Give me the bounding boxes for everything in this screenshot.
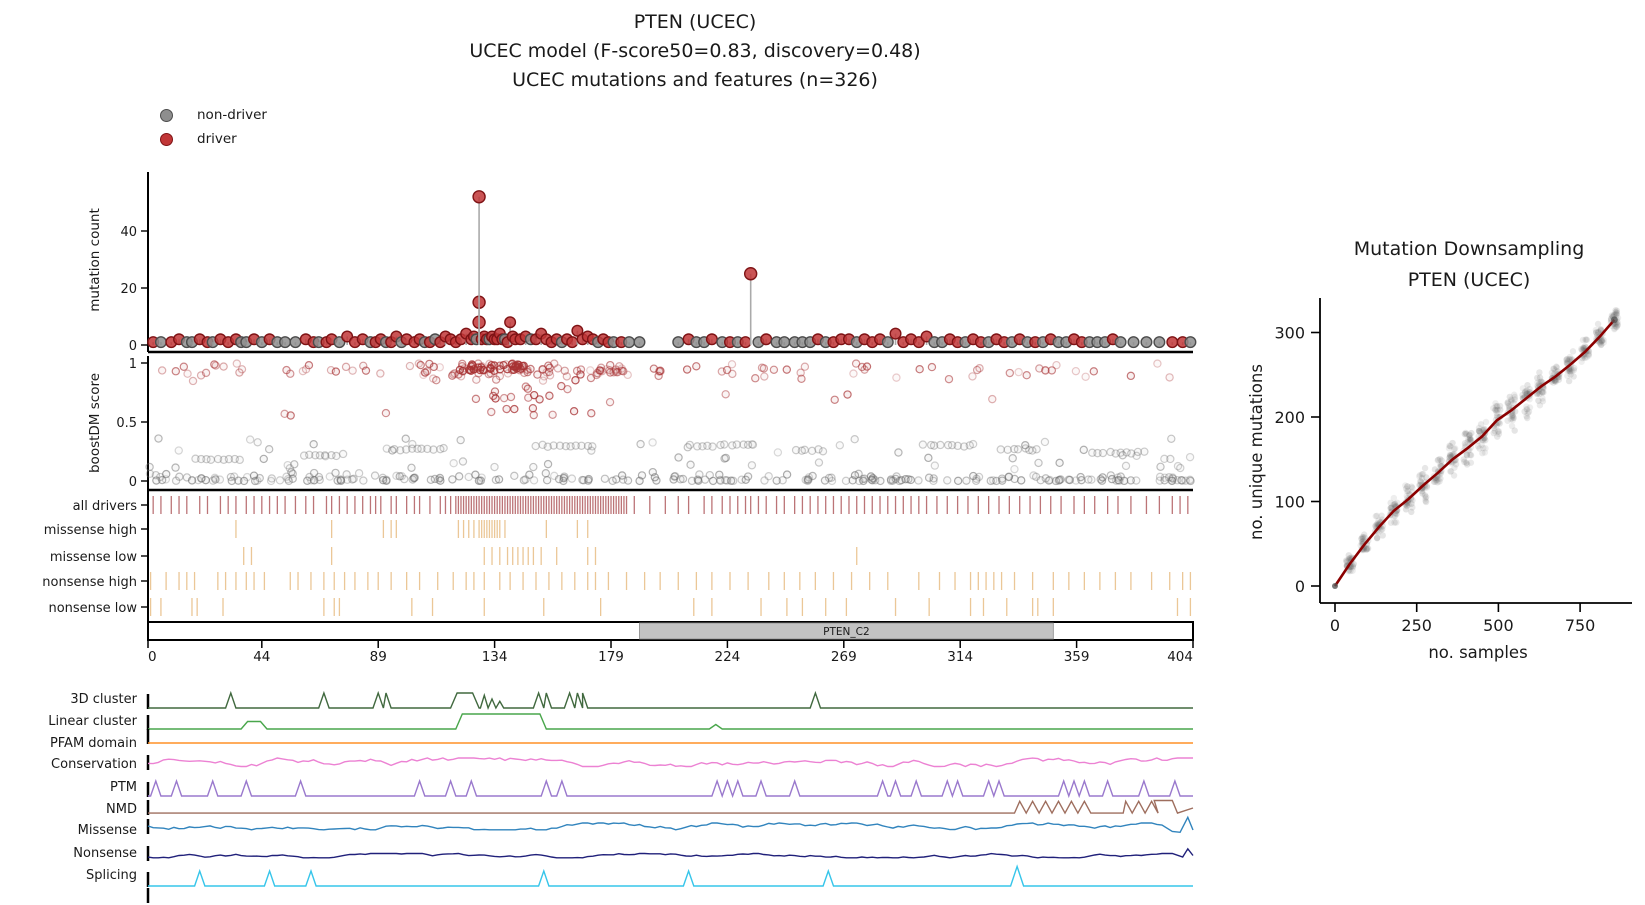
svg-text:1: 1 [129, 357, 137, 372]
downsampling-plot: 0 100 200 300 0 250 500 750 no. unique mutations… [1247, 298, 1632, 662]
svg-text:nonsense high: nonsense high [42, 575, 137, 590]
svg-text:0: 0 [148, 649, 157, 665]
svg-text:no. unique mutations: no. unique mutations [1247, 364, 1266, 540]
legend-label: non-driver [197, 107, 267, 123]
driver-legend: non-driver driver [152, 103, 267, 151]
svg-text:20: 20 [120, 282, 137, 297]
svg-text:NMD: NMD [106, 802, 137, 817]
downsampling-title-line2: PTEN (UCEC) [1407, 269, 1531, 291]
svg-text:PFAM domain: PFAM domain [50, 736, 137, 751]
legend-item-non-driver: non-driver [152, 103, 267, 127]
svg-text:300: 300 [1274, 324, 1305, 343]
svg-text:missense high: missense high [44, 523, 137, 538]
svg-text:100: 100 [1274, 493, 1305, 512]
svg-text:boostDM score: boostDM score [87, 373, 103, 473]
svg-text:134: 134 [482, 649, 508, 665]
svg-text:750: 750 [1565, 616, 1596, 635]
svg-text:224: 224 [715, 649, 741, 665]
svg-text:0: 0 [1330, 616, 1340, 635]
svg-text:Splicing: Splicing [86, 868, 137, 883]
boostdm-plot: 0 0.5 1 boostDM score [87, 356, 1195, 492]
svg-text:314: 314 [947, 649, 973, 665]
title-model-stats: UCEC model (F-score50=0.83, discovery=0.… [469, 40, 921, 62]
driver-dot-icon [160, 132, 173, 146]
title-mutations-count: UCEC mutations and features (n=326) [512, 69, 878, 91]
svg-text:all drivers: all drivers [73, 499, 138, 514]
svg-text:missense low: missense low [50, 550, 138, 565]
main-title: PTEN (UCEC) UCEC model (F-score50=0.83, … [195, 8, 1195, 95]
svg-text:no. samples: no. samples [1428, 643, 1527, 662]
svg-text:Nonsense: Nonsense [73, 846, 137, 861]
svg-text:44: 44 [253, 649, 270, 665]
feature-tracks: 3D cluster Linear cluster PFAM domain Conse… [48, 690, 1194, 903]
svg-text:0: 0 [129, 475, 137, 490]
svg-text:404: 404 [1167, 649, 1193, 665]
domain-bar: PTEN_C2 0 44 89 134 179 224 269 314 359 404 [147, 621, 1194, 665]
non-driver-dot-icon [160, 108, 173, 122]
svg-text:0: 0 [129, 339, 137, 354]
legend-label: driver [197, 131, 237, 147]
needle-plot: 0 20 40 mutation count [87, 172, 1197, 354]
legend-item-driver: driver [152, 127, 267, 151]
svg-text:mutation count: mutation count [87, 208, 103, 312]
svg-text:500: 500 [1483, 616, 1514, 635]
svg-text:250: 250 [1401, 616, 1432, 635]
svg-text:0: 0 [1295, 577, 1305, 596]
svg-text:Missense: Missense [78, 823, 137, 838]
svg-text:40: 40 [120, 225, 137, 240]
svg-text:179: 179 [598, 649, 624, 665]
svg-text:nonsense low: nonsense low [48, 601, 137, 616]
driver-rug: all drivers missense high missense low nons… [42, 490, 1192, 622]
title-gene-cohort: PTEN (UCEC) [633, 11, 757, 33]
svg-text:3D cluster: 3D cluster [70, 692, 137, 707]
svg-text:269: 269 [831, 649, 857, 665]
svg-text:89: 89 [370, 649, 387, 665]
svg-text:Conservation: Conservation [51, 757, 137, 772]
downsampling-title-line1: Mutation Downsampling [1353, 238, 1585, 260]
svg-text:359: 359 [1064, 649, 1090, 665]
svg-text:PTM: PTM [110, 780, 137, 795]
downsampling-title: Mutation Downsampling PTEN (UCEC) [1288, 234, 1645, 296]
svg-text:PTEN_C2: PTEN_C2 [823, 626, 870, 638]
svg-text:Linear cluster: Linear cluster [48, 714, 137, 729]
svg-text:200: 200 [1274, 408, 1305, 427]
svg-text:0.5: 0.5 [116, 416, 137, 431]
